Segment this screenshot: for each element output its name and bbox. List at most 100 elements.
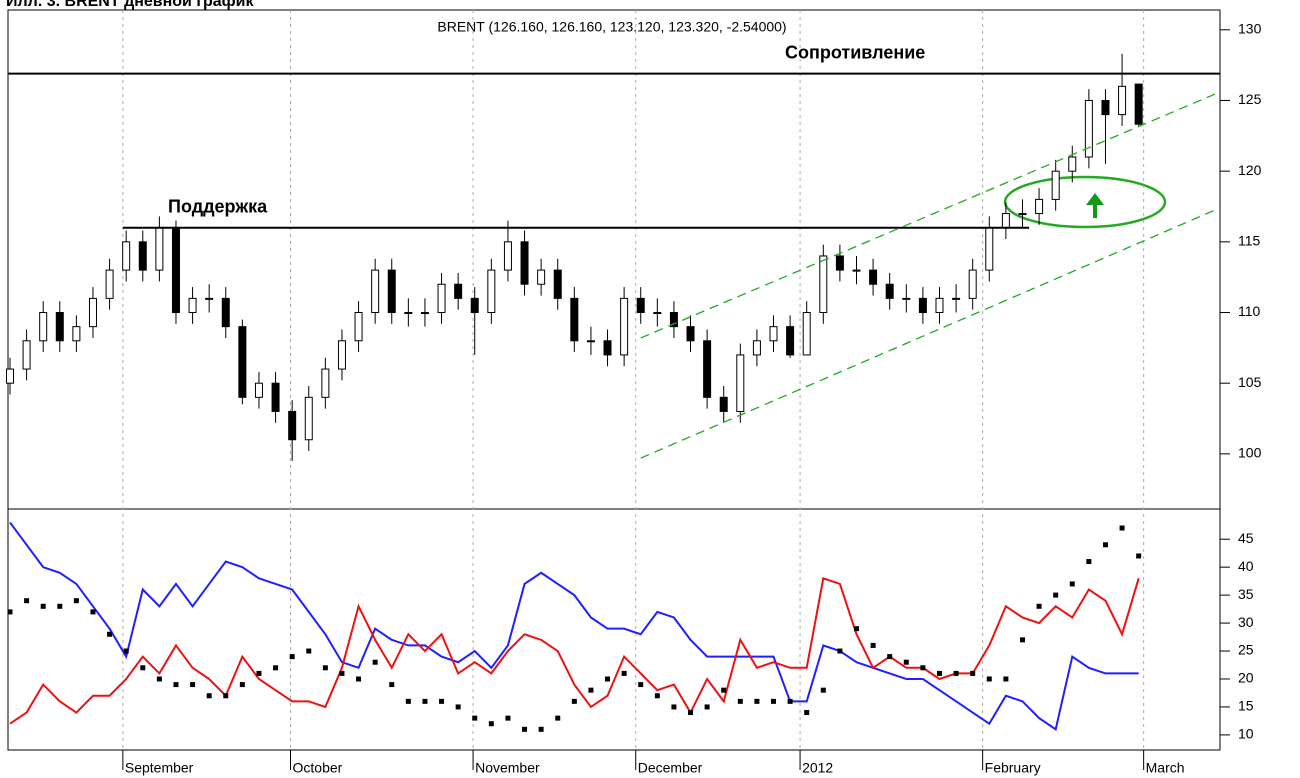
candle-body	[205, 297, 214, 300]
candle-body	[869, 269, 878, 285]
adx-dot	[1136, 553, 1142, 559]
adx-dot	[721, 687, 727, 693]
adx-dot	[1102, 542, 1108, 548]
candle-body	[1118, 85, 1127, 116]
y-tick-label: 130	[1238, 20, 1262, 36]
adx-dot	[140, 665, 146, 671]
y-tick-label: 35	[1238, 586, 1254, 602]
candle-body	[620, 297, 629, 356]
candle-body	[254, 382, 263, 398]
adx-dot	[24, 598, 30, 604]
candle-body	[686, 326, 695, 342]
adx-dot	[538, 726, 544, 732]
candle-body	[553, 269, 562, 299]
adx-dot	[472, 715, 478, 721]
adx-dot	[356, 676, 362, 682]
candle-body	[736, 354, 745, 412]
y-tick-label: 105	[1238, 374, 1262, 390]
candle-body	[420, 312, 429, 315]
adx-dot	[704, 704, 710, 710]
candle-body	[952, 297, 961, 300]
adx-dot	[920, 665, 926, 671]
candle-body	[221, 297, 230, 328]
indicator-line	[9, 577, 1140, 725]
y-tick-label: 110	[1238, 303, 1261, 319]
candle-body	[437, 283, 446, 314]
candle-body	[786, 326, 795, 356]
adx-dot	[737, 698, 743, 704]
candle-body	[603, 340, 612, 356]
adx-dot	[256, 670, 262, 676]
candle-body	[72, 326, 81, 342]
adx-dot	[605, 676, 611, 682]
adx-dot	[190, 682, 196, 688]
adx-dot	[389, 682, 395, 688]
adx-dot	[455, 704, 461, 710]
candle-body	[39, 312, 48, 342]
support-label: Поддержка	[168, 196, 268, 216]
candle-body	[188, 297, 197, 314]
chart-title: Илл. 3. BRENT дневной график	[6, 0, 255, 10]
candle-body	[387, 269, 396, 314]
candle-body	[22, 340, 31, 370]
adx-dot	[571, 698, 577, 704]
candle-body	[171, 227, 180, 314]
y-tick-label: 100	[1238, 445, 1262, 461]
x-tick-label: March	[1146, 760, 1185, 776]
adx-dot	[73, 598, 79, 604]
candle-body	[122, 241, 131, 271]
candle-body	[669, 312, 678, 328]
candle-body	[703, 340, 712, 398]
price-header: BRENT (126.160, 126.160, 123.120, 123.32…	[437, 19, 786, 35]
candle-body	[537, 269, 546, 285]
adx-dot	[7, 609, 13, 615]
candle-body	[636, 297, 645, 314]
adx-dot	[887, 654, 893, 660]
candle-body	[155, 227, 164, 271]
adx-dot	[820, 687, 826, 693]
adx-dot	[488, 721, 494, 727]
resistance-label: Сопротивление	[785, 42, 925, 62]
adx-dot	[787, 698, 793, 704]
candle-body	[653, 312, 662, 315]
adx-dot	[936, 670, 942, 676]
candle-body	[935, 297, 944, 314]
up-arrow	[1086, 193, 1104, 218]
adx-dot	[970, 670, 976, 676]
x-tick-label: 2012	[802, 760, 833, 776]
candle-body	[752, 340, 761, 356]
x-tick-label: November	[475, 760, 540, 776]
adx-dot	[40, 603, 46, 609]
candle-body	[55, 312, 64, 342]
adx-dot	[107, 631, 113, 637]
x-tick-label: December	[638, 760, 703, 776]
adx-dot	[621, 670, 627, 676]
adx-dot	[1019, 637, 1025, 643]
adx-dot	[505, 715, 511, 721]
adx-dot	[837, 648, 843, 654]
candle-body	[719, 396, 728, 412]
candle-body	[1084, 99, 1093, 158]
candle-body	[1051, 170, 1060, 200]
candle-body	[852, 269, 861, 272]
adx-dot	[671, 704, 677, 710]
adx-dot	[1069, 581, 1075, 587]
adx-dot	[853, 626, 859, 632]
adx-dot	[372, 659, 378, 665]
adx-dot	[804, 710, 810, 716]
candle-body	[586, 340, 595, 343]
adx-dot	[173, 682, 179, 688]
adx-dot	[306, 648, 312, 654]
adx-dot	[654, 693, 660, 699]
channel-line	[640, 207, 1221, 459]
candle-body	[487, 269, 496, 314]
adx-dot	[123, 648, 129, 654]
candle-body	[802, 312, 811, 356]
adx-dot	[405, 698, 411, 704]
candle-body	[5, 368, 14, 384]
adx-dot	[903, 659, 909, 665]
y-tick-label: 125	[1238, 91, 1262, 107]
adx-dot	[206, 693, 212, 699]
